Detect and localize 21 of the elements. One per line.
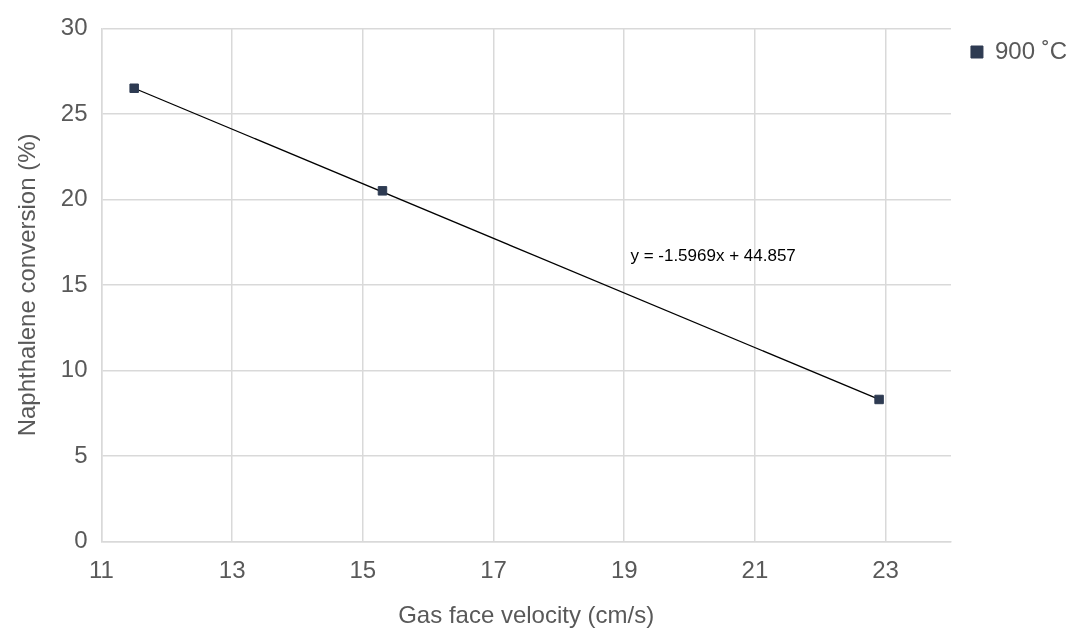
x-axis-title: Gas face velocity (cm/s) bbox=[398, 601, 655, 629]
y-tick-label: 5 bbox=[74, 440, 88, 468]
y-axis-title: Naphthalene conversion (%) bbox=[13, 133, 41, 437]
x-tick-label: 19 bbox=[610, 556, 638, 584]
point bbox=[874, 394, 884, 405]
y-tick-label: 25 bbox=[60, 98, 88, 126]
x-tick-label: 17 bbox=[480, 556, 507, 584]
y-tick-label: 30 bbox=[60, 13, 88, 41]
x-tick-label: 21 bbox=[741, 556, 769, 584]
legend-label: 900 ˚C bbox=[994, 36, 1068, 64]
point bbox=[377, 186, 388, 196]
y-tick-label: 0 bbox=[74, 526, 88, 554]
x-tick-label: 23 bbox=[872, 556, 899, 584]
annotation: y = -1.5969x + 44.857 bbox=[630, 246, 796, 266]
y-tick-label: 10 bbox=[60, 355, 88, 383]
x-tick-label: 11 bbox=[89, 556, 114, 584]
y-tick-label: 20 bbox=[60, 184, 88, 212]
point bbox=[129, 83, 139, 93]
x-tick-label: 15 bbox=[349, 556, 377, 584]
x-tick-label: 13 bbox=[218, 556, 246, 584]
y-tick-label: 15 bbox=[60, 269, 88, 297]
